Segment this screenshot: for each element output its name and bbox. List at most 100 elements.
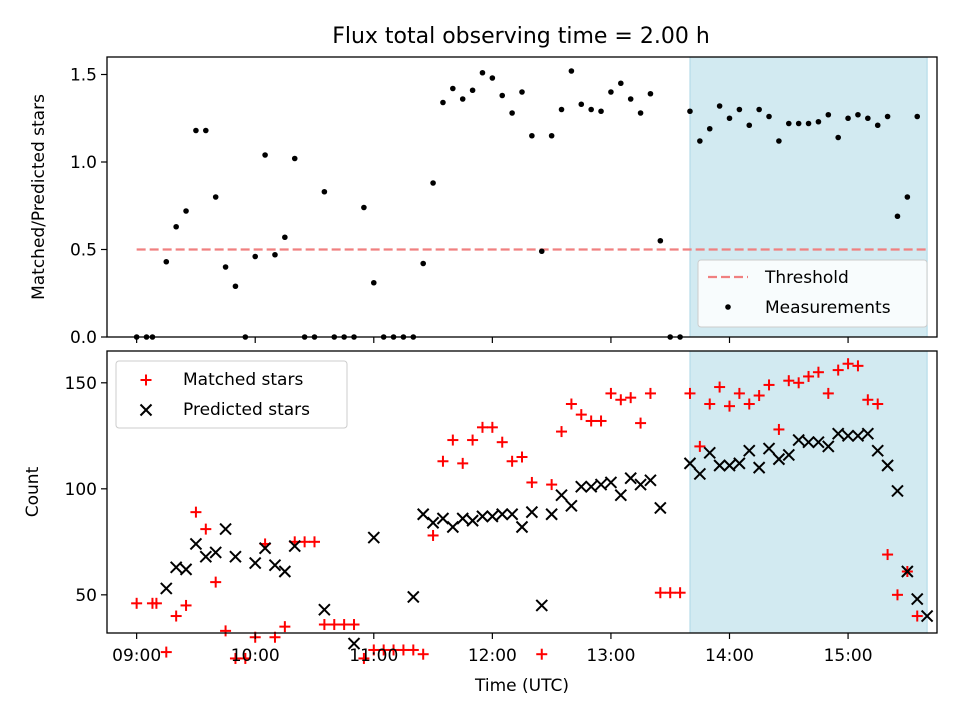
ratio-x-ticks <box>136 337 849 343</box>
predicted-star-point <box>249 556 262 570</box>
matched-star-point <box>743 398 755 410</box>
x-mark-b <box>920 609 934 623</box>
predicted-star-point <box>515 520 529 534</box>
predicted-star-point <box>594 478 608 491</box>
x-mark-b <box>278 565 292 578</box>
matched-star-point <box>654 587 666 599</box>
x-mark-b <box>525 505 539 519</box>
matched-star-point <box>536 648 548 660</box>
predicted-star-point <box>841 429 855 443</box>
matched-star-point <box>338 619 350 631</box>
predicted-star-point <box>683 457 697 470</box>
y-tick-label: 150 <box>65 374 97 394</box>
measurement-point <box>598 108 604 115</box>
x-mark-b <box>505 508 519 521</box>
measurement-point <box>469 87 476 94</box>
measurement-point <box>726 115 733 122</box>
x-mark-b <box>209 546 222 559</box>
matched-star-point <box>625 392 637 404</box>
matched-star-point <box>150 597 162 609</box>
measurement-point <box>736 106 743 113</box>
x-mark-b <box>515 520 529 534</box>
x-mark-b <box>723 459 736 472</box>
predicted-star-point <box>624 472 637 485</box>
matched-star-point <box>585 415 597 427</box>
matched-star-point <box>911 610 923 622</box>
measurement-point <box>657 237 664 244</box>
predicted-star-point <box>703 446 716 459</box>
measurement-point <box>529 132 535 139</box>
predicted-star-point <box>772 452 786 466</box>
measurement-point <box>291 155 298 162</box>
x-mark-b <box>901 565 914 578</box>
x-mark-b <box>535 599 548 612</box>
count-legend: Matched stars Predicted stars <box>115 360 348 429</box>
matched-star-point <box>467 434 479 446</box>
measurement-point <box>262 152 268 158</box>
x-mark-b <box>851 429 865 443</box>
predicted-star-point <box>851 429 865 443</box>
matched-star-point <box>160 646 172 658</box>
measurement-point <box>193 127 199 134</box>
x-mark-b <box>407 590 420 604</box>
predicted-star-point <box>782 448 795 462</box>
legend-box <box>115 360 348 429</box>
legend-matched-label: Matched stars <box>183 370 303 390</box>
measurement-point <box>568 68 575 74</box>
predicted-star-point <box>762 442 776 455</box>
predicted-star-point <box>179 563 193 576</box>
measurement-point <box>588 106 594 113</box>
measurement-point <box>805 120 812 127</box>
x-mark-b <box>229 550 242 563</box>
predicted-star-point <box>436 512 450 525</box>
matched-star-point <box>753 390 765 402</box>
measurement-point <box>766 113 772 120</box>
x-mark-b <box>861 427 875 440</box>
measurement-point <box>163 258 170 265</box>
x-mark-b <box>762 442 776 455</box>
x-mark-b <box>693 467 707 481</box>
measurement-point <box>173 223 179 230</box>
matched-star-point <box>793 377 805 389</box>
x-axis-label: Time (UTC) <box>474 676 569 696</box>
predicted-star-point <box>367 531 380 544</box>
measurement-point <box>499 92 506 99</box>
matched-star-point <box>724 400 735 412</box>
predicted-star-point <box>654 501 667 515</box>
measurement-point <box>865 115 871 122</box>
measurement-point <box>519 89 525 95</box>
measurement-point <box>904 194 911 200</box>
x-mark-b <box>426 516 440 529</box>
x-tick-label: 12:00 <box>468 646 517 666</box>
predicted-star-point <box>733 457 746 470</box>
matched-star-point <box>476 421 488 433</box>
x-mark-b <box>733 457 746 470</box>
matched-star-point <box>733 387 745 399</box>
measurement-point <box>687 108 693 115</box>
predicted-star-point <box>278 565 292 578</box>
measurement-point <box>232 283 239 290</box>
matched-star-point <box>200 523 212 535</box>
x-tick-label: 15:00 <box>824 646 873 666</box>
x-mark-b <box>199 550 213 563</box>
predicted-star-point <box>723 459 736 472</box>
predicted-star-point <box>446 520 460 534</box>
measurement-point <box>855 111 861 118</box>
predicted-star-point <box>911 592 924 606</box>
x-mark-b <box>792 433 805 447</box>
measurement-point <box>509 110 515 116</box>
measurement-point <box>459 96 466 102</box>
predicted-star-point <box>160 582 173 595</box>
predicted-star-point <box>347 637 361 650</box>
predicted-star-point <box>545 508 558 521</box>
x-mark-b <box>416 508 430 521</box>
measurement-point <box>815 118 822 125</box>
measurement-point <box>914 113 921 120</box>
measurement-point <box>835 134 841 141</box>
x-mark-b <box>822 440 835 453</box>
x-mark-b <box>683 457 697 470</box>
predicted-star-point <box>881 459 894 472</box>
measurement-point <box>706 125 713 132</box>
measurement-point <box>479 69 486 76</box>
x-mark-b <box>743 444 756 457</box>
